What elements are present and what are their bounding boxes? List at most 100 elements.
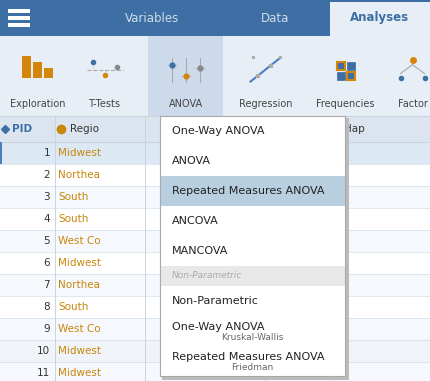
Text: 19: 19	[302, 368, 315, 378]
Text: 4: 4	[43, 214, 50, 224]
Bar	[252, 56, 255, 59]
Text: Hap: Hap	[344, 124, 365, 134]
Text: Repeated Measures ANOVA: Repeated Measures ANOVA	[172, 186, 325, 196]
Bar	[8, 16, 30, 20]
Text: Analyses: Analyses	[350, 11, 409, 24]
Text: 62: 62	[302, 302, 315, 312]
Text: 2: 2	[43, 170, 50, 180]
Bar	[337, 62, 345, 70]
Text: Friedman: Friedman	[231, 363, 273, 372]
Text: 6: 6	[43, 258, 50, 268]
Text: 63: 63	[302, 280, 315, 290]
Text: ANOVA: ANOVA	[169, 99, 203, 109]
Text: Regression: Regression	[239, 99, 292, 109]
Bar	[160, 236, 345, 266]
Bar	[337, 72, 345, 80]
Bar	[22, 56, 31, 78]
Bar	[160, 116, 345, 376]
Bar	[0, 362, 430, 381]
Bar	[160, 266, 345, 286]
Text: 31: 31	[302, 170, 315, 180]
Text: 39: 39	[302, 192, 315, 202]
Bar	[347, 72, 355, 80]
Bar	[160, 116, 345, 376]
Text: Kruskal-Wallis: Kruskal-Wallis	[221, 333, 284, 342]
Bar	[0, 296, 430, 318]
Bar	[347, 62, 355, 70]
Bar	[0, 252, 430, 274]
Bar	[279, 56, 282, 59]
Text: 42: 42	[302, 148, 315, 158]
Bar	[0, 340, 430, 362]
Text: 7: 7	[43, 280, 50, 290]
Text: Northea: Northea	[58, 170, 100, 180]
Bar	[0, 186, 430, 208]
Bar	[0, 230, 430, 252]
Text: 49: 49	[302, 324, 315, 334]
Bar	[160, 176, 345, 206]
Text: Data: Data	[261, 11, 289, 24]
Text: Midwest: Midwest	[58, 368, 101, 378]
Text: Frequencies: Frequencies	[316, 99, 374, 109]
Text: ANOVA: ANOVA	[172, 156, 211, 166]
Bar	[0, 274, 430, 296]
Text: 30: 30	[302, 236, 315, 246]
Text: 5: 5	[43, 236, 50, 246]
Text: Non-Parametric: Non-Parametric	[172, 272, 243, 280]
Bar	[347, 72, 355, 80]
Text: 62: 62	[302, 346, 315, 356]
Text: 1: 1	[43, 148, 50, 158]
Bar	[160, 346, 345, 376]
Text: T-Tests: T-Tests	[89, 99, 120, 109]
Bar	[0, 0, 430, 36]
Bar	[160, 146, 345, 176]
Bar	[0, 318, 430, 340]
Text: 8: 8	[43, 302, 50, 312]
Bar	[160, 116, 345, 146]
Bar	[0, 36, 430, 116]
Bar	[160, 206, 345, 236]
Bar	[0, 116, 430, 381]
Text: Midwest: Midwest	[58, 148, 101, 158]
Text: Midwest: Midwest	[58, 346, 101, 356]
Text: Northea: Northea	[58, 280, 100, 290]
Text: Midwest: Midwest	[58, 258, 101, 268]
Text: Exploration: Exploration	[10, 99, 65, 109]
Text: Non-Parametric: Non-Parametric	[172, 296, 259, 306]
Bar	[33, 62, 42, 78]
Bar	[337, 62, 345, 70]
Text: Variables: Variables	[126, 11, 180, 24]
Text: MANCOVA: MANCOVA	[172, 246, 228, 256]
Bar	[43, 67, 52, 78]
Bar	[162, 118, 349, 380]
Text: 10: 10	[37, 346, 50, 356]
Bar	[330, 2, 430, 38]
Text: ANCOVA: ANCOVA	[172, 216, 219, 226]
Text: 11: 11	[37, 368, 50, 378]
Bar	[0, 164, 430, 186]
Text: South: South	[58, 214, 89, 224]
Text: One-Way ANOVA: One-Way ANOVA	[172, 126, 264, 136]
Text: South: South	[58, 192, 89, 202]
Text: 26: 26	[302, 258, 315, 268]
Text: 41: 41	[302, 214, 315, 224]
Bar	[8, 23, 30, 27]
Text: Regio: Regio	[70, 124, 99, 134]
Text: One-Way ANOVA: One-Way ANOVA	[172, 322, 264, 332]
Bar	[148, 36, 223, 116]
Bar	[0, 208, 430, 230]
Bar	[0, 142, 2, 164]
Text: 3: 3	[43, 192, 50, 202]
Text: South: South	[58, 302, 89, 312]
Text: West Co: West Co	[58, 324, 101, 334]
Text: PID: PID	[12, 124, 32, 134]
Text: ge: ge	[270, 124, 283, 134]
Bar	[160, 316, 345, 346]
Text: Factor: Factor	[398, 99, 427, 109]
Text: West Co: West Co	[58, 236, 101, 246]
Text: 9: 9	[43, 324, 50, 334]
Text: Repeated Measures ANOVA: Repeated Measures ANOVA	[172, 352, 325, 362]
Bar	[0, 116, 430, 142]
Bar	[8, 9, 30, 13]
Bar	[160, 286, 345, 316]
